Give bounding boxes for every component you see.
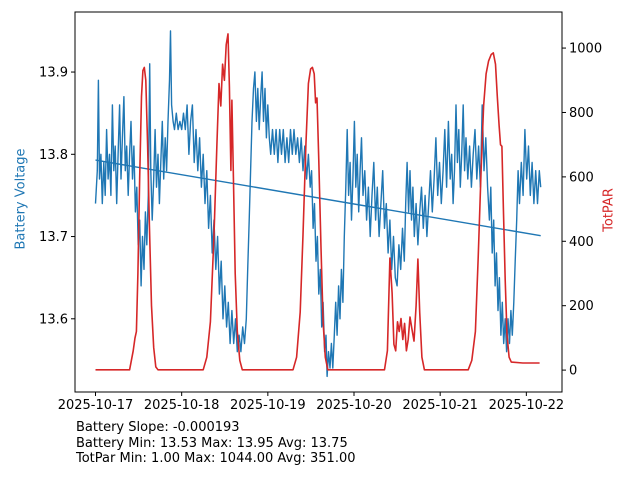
right-tick-label: 400 [569, 235, 594, 250]
left-axis-title: Battery Voltage [13, 148, 29, 250]
x-tick-label: 2025-10-21 [402, 398, 478, 413]
left-tick-label: 13.7 [39, 230, 68, 245]
x-tick-label: 2025-10-20 [316, 398, 392, 413]
left-tick-label: 13.6 [39, 312, 68, 327]
series-battery-trend [95, 159, 541, 237]
series-battery-voltage [94, 30, 542, 378]
right-axis-title: TotPAR [601, 188, 617, 232]
x-tick-label: 2025-10-17 [58, 398, 134, 413]
right-tick-label: 1000 [569, 42, 602, 57]
x-tick-label: 2025-10-19 [230, 398, 306, 413]
right-tick-label: 0 [569, 364, 577, 379]
battery-stats-text: Battery Min: 13.53 Max: 13.95 Avg: 13.75 [76, 435, 348, 451]
battery-slope-text: Battery Slope: -0.000193 [76, 420, 240, 435]
x-tick-label: 2025-10-22 [489, 398, 565, 413]
series-totpar [95, 33, 540, 371]
left-tick-label: 13.9 [39, 66, 68, 81]
right-tick-label: 800 [569, 106, 594, 121]
right-tick-label: 200 [569, 299, 594, 314]
totpar-stats-text: TotPar Min: 1.00 Max: 1044.00 Avg: 351.0… [76, 451, 356, 466]
left-tick-label: 13.8 [39, 148, 68, 163]
plot-border [74, 11, 563, 393]
stats-annotation: Battery Slope: -0.000193 Battery Min: 13… [76, 420, 356, 467]
right-tick-label: 600 [569, 170, 594, 185]
x-tick-label: 2025-10-18 [144, 398, 220, 413]
